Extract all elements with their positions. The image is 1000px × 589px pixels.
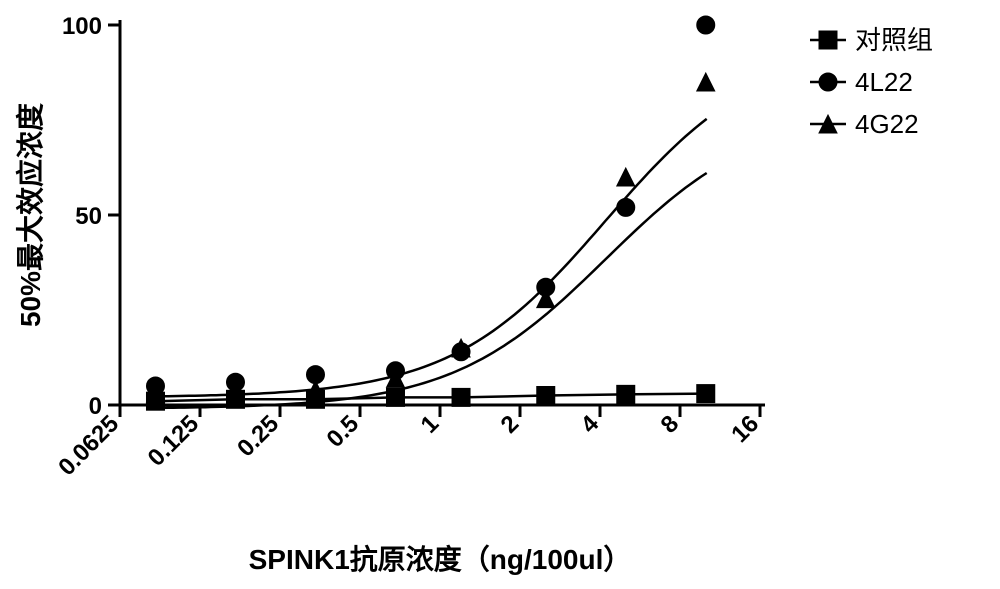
fit-curve-4L22 [147,119,707,397]
svg-text:50: 50 [75,203,102,230]
legend-marker [819,73,837,91]
x-axis-title: SPINK1抗原浓度（ng/100ul） [249,543,632,575]
svg-text:0.5: 0.5 [322,410,365,453]
legend-label: 4L22 [855,67,913,97]
data-point-4G22 [697,73,715,91]
dose-response-chart: 0501000.06250.1250.250.5124816SPINK1抗原浓度… [0,0,1000,589]
y-axis-title: 50%最大效应浓度 [14,103,46,327]
data-point-4G22 [617,168,635,186]
data-point-4L22 [617,198,635,216]
svg-text:100: 100 [62,13,102,40]
legend-label: 对照组 [855,25,933,55]
legend-marker [819,31,837,49]
data-point-4L22 [697,16,715,34]
legend-label: 4G22 [855,109,919,139]
svg-text:0.25: 0.25 [232,410,284,462]
svg-text:0.125: 0.125 [143,410,205,472]
svg-text:0.0625: 0.0625 [53,410,124,481]
